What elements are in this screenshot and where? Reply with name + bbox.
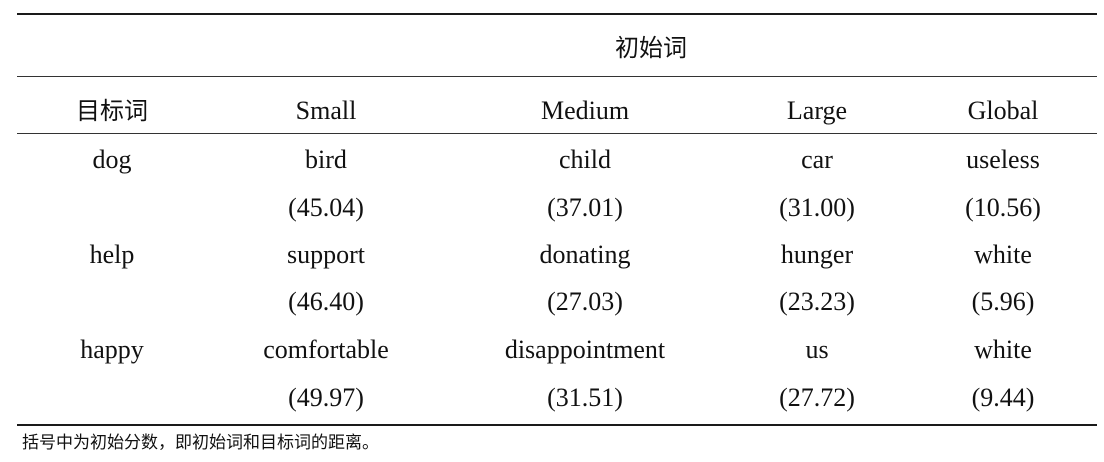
table-cell-word: donating — [539, 240, 631, 269]
initial-word-group-header: 初始词 — [615, 34, 687, 62]
header-rule — [17, 133, 1097, 134]
table-cell-score: (5.96) — [971, 287, 1035, 316]
bottom-rule — [17, 424, 1097, 426]
column-header-large: Large — [786, 96, 848, 125]
table-cell-score: (10.56) — [965, 193, 1041, 222]
table-cell-score: (27.03) — [547, 287, 623, 316]
row-target-happy: happy — [80, 335, 144, 364]
column-header-medium: Medium — [540, 96, 630, 125]
table-cell-word: white — [974, 240, 1032, 269]
table-footnote: 括号中为初始分数，即初始词和目标词的距离。 — [22, 433, 379, 453]
column-header-global: Global — [967, 96, 1039, 125]
table-cell-word: child — [559, 145, 611, 174]
top-rule — [17, 13, 1097, 15]
group-header-rule — [17, 76, 1097, 77]
table-cell-word: support — [287, 240, 365, 269]
table-cell-score: (23.23) — [779, 287, 855, 316]
column-header-small: Small — [295, 96, 357, 125]
table-cell-word: us — [805, 335, 829, 364]
table-cell-word: disappointment — [504, 335, 666, 364]
table-cell-score: (9.44) — [971, 383, 1035, 412]
table-cell-word: white — [974, 335, 1032, 364]
table-cell-score: (46.40) — [288, 287, 364, 316]
table-cell-score: (37.01) — [547, 193, 623, 222]
row-target-help: help — [89, 240, 135, 269]
table-cell-word: comfortable — [263, 335, 389, 364]
table-cell-score: (31.51) — [547, 383, 623, 412]
table-cell-score: (49.97) — [288, 383, 364, 412]
table-cell-word: bird — [305, 145, 347, 174]
table-cell-word: car — [801, 145, 833, 174]
column-header-target: 目标词 — [76, 97, 148, 125]
table-cell-score: (45.04) — [288, 193, 364, 222]
table-cell-word: hunger — [780, 240, 854, 269]
table-cell-word: useless — [966, 145, 1040, 174]
row-target-dog: dog — [92, 145, 132, 174]
table-cell-score: (27.72) — [779, 383, 855, 412]
table-cell-score: (31.00) — [779, 193, 855, 222]
